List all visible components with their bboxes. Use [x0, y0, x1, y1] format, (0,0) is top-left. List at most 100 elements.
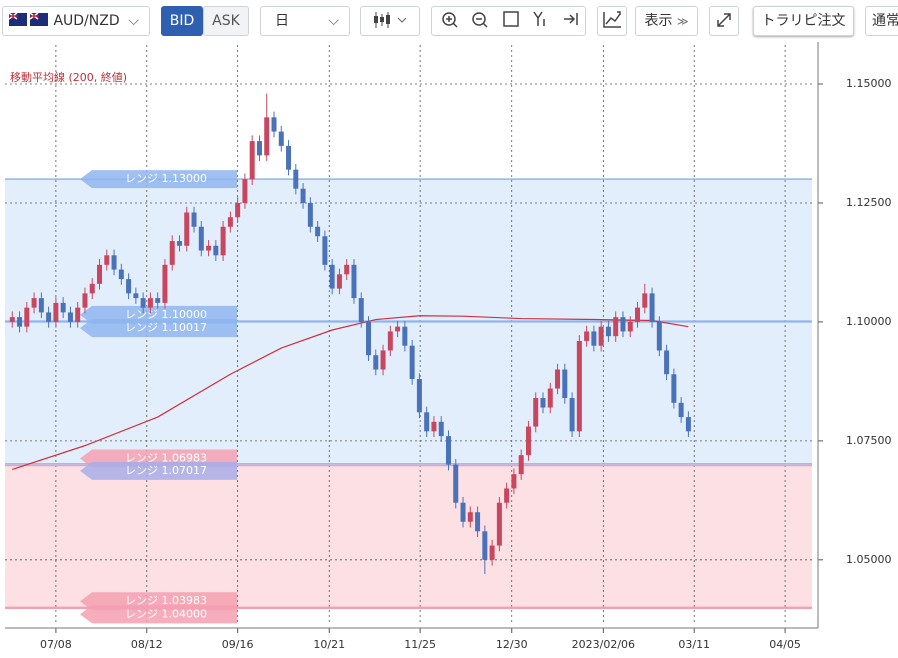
candle-body: [649, 293, 655, 322]
x-tick-label: 07/08: [40, 638, 72, 651]
chart: 移動平均線 (200, 終値) 1.05000 1.07500 1.10000 1.1…: [5, 42, 892, 651]
trarip-order-button[interactable]: トラリピ注文: [753, 6, 854, 36]
candle-body: [656, 321, 662, 351]
x-tick-label: 09/16: [222, 638, 254, 651]
candle-body: [635, 307, 641, 322]
candle-body: [598, 326, 604, 346]
candle-body: [162, 264, 168, 303]
tool-icons[interactable]: [431, 6, 586, 36]
candle-body: [475, 512, 481, 532]
candle-body: [140, 298, 146, 308]
range-band: [5, 465, 812, 609]
indicator-button[interactable]: [597, 6, 627, 36]
y-tick-label: 1.05000: [846, 553, 892, 566]
candle-body: [460, 502, 466, 522]
range-label: レンジ 1.10017: [125, 321, 207, 334]
candle-body: [671, 374, 677, 403]
display-select[interactable]: 表示 ≫: [635, 6, 698, 36]
candle-body: [453, 464, 459, 503]
period-label: 日: [275, 13, 289, 29]
range-tag: [80, 170, 237, 189]
candle-body: [445, 436, 451, 465]
candle-body: [627, 321, 633, 332]
x-tick-label: 12/30: [496, 638, 528, 651]
range-label: レンジ 1.06983: [125, 451, 207, 464]
candle-body: [322, 236, 328, 265]
x-tick-label: 2023/02/06: [572, 638, 635, 651]
candle-body: [89, 283, 95, 294]
ma-annotation: 移動平均線 (200, 終値): [10, 70, 127, 84]
range-label: レンジ 1.03983: [125, 594, 207, 607]
candle-body: [75, 307, 81, 322]
candle-body: [358, 298, 364, 322]
candle-body: [60, 302, 66, 313]
candle-body: [198, 226, 204, 251]
x-tick-label: 03/11: [678, 638, 710, 651]
period-select[interactable]: 日 ⌵: [260, 6, 350, 36]
candle-body: [584, 331, 590, 341]
candle-body: [46, 312, 52, 322]
candle-body: [620, 317, 626, 332]
candle-body: [53, 302, 59, 322]
normal-order-button[interactable]: 通常: [865, 6, 898, 36]
candle-body: [169, 241, 175, 265]
x-tick-label: 04/05: [769, 638, 801, 651]
candle-body: [540, 398, 546, 408]
candle-body: [416, 379, 422, 413]
y-tick-label: 1.07500: [846, 434, 892, 447]
candle-body: [256, 141, 262, 156]
candle-body: [155, 298, 161, 303]
candle-body: [402, 326, 408, 346]
candle-body: [576, 340, 582, 432]
range-label: レンジ 1.04000: [125, 607, 207, 620]
bid-button[interactable]: BID: [161, 6, 203, 36]
range-tag: [80, 605, 237, 624]
candle-body: [206, 245, 212, 251]
candle-body: [82, 293, 88, 308]
candle-body: [533, 398, 539, 427]
candle-body: [373, 355, 379, 370]
candle-body: [329, 264, 335, 289]
pair-label: AUD/NZD: [53, 13, 120, 29]
chevron: ≫: [676, 15, 689, 28]
range-label: レンジ 1.10000: [125, 308, 207, 321]
candle-body: [664, 350, 670, 375]
candle-body: [17, 317, 23, 327]
chart-type-select[interactable]: [360, 6, 420, 36]
ask-button[interactable]: ASK: [203, 6, 249, 36]
candle-body: [344, 264, 350, 275]
candle-body: [613, 317, 619, 337]
y-tick-label: 1.12500: [846, 196, 892, 209]
candle-body: [176, 241, 182, 246]
candle-body: [271, 117, 277, 132]
chevron: ⌵: [128, 13, 139, 29]
candle-body: [191, 212, 197, 227]
pair-select[interactable]: AUD/NZD ⌵: [2, 6, 150, 36]
candle-body: [562, 369, 568, 399]
range-tag: [80, 319, 237, 338]
expand-button[interactable]: [709, 6, 739, 36]
candle-body: [242, 179, 248, 203]
flags: [8, 12, 48, 26]
candle-body: [547, 388, 553, 408]
candle-body: [133, 293, 139, 299]
candle-body: [118, 269, 124, 280]
candle-body: [387, 331, 393, 351]
candle-body: [278, 131, 284, 146]
candle-body: [605, 326, 611, 337]
toolbar: AUD/NZD ⌵ BID ASK 日 ⌵ 表示 ≫ トラリピ注文 通常: [0, 0, 898, 42]
candle-body: [518, 455, 524, 475]
candle-body: [220, 226, 226, 256]
candle-body: [300, 188, 306, 203]
candle-body: [555, 369, 561, 389]
candle-body: [591, 331, 597, 346]
candle-body: [642, 293, 648, 308]
candle-icon: [374, 12, 407, 28]
candle-body: [104, 255, 110, 265]
candle-body: [351, 264, 357, 299]
candle-body: [111, 255, 117, 270]
candle-body: [482, 531, 488, 560]
display-label: 表示: [644, 13, 673, 29]
candle-body: [184, 212, 190, 246]
